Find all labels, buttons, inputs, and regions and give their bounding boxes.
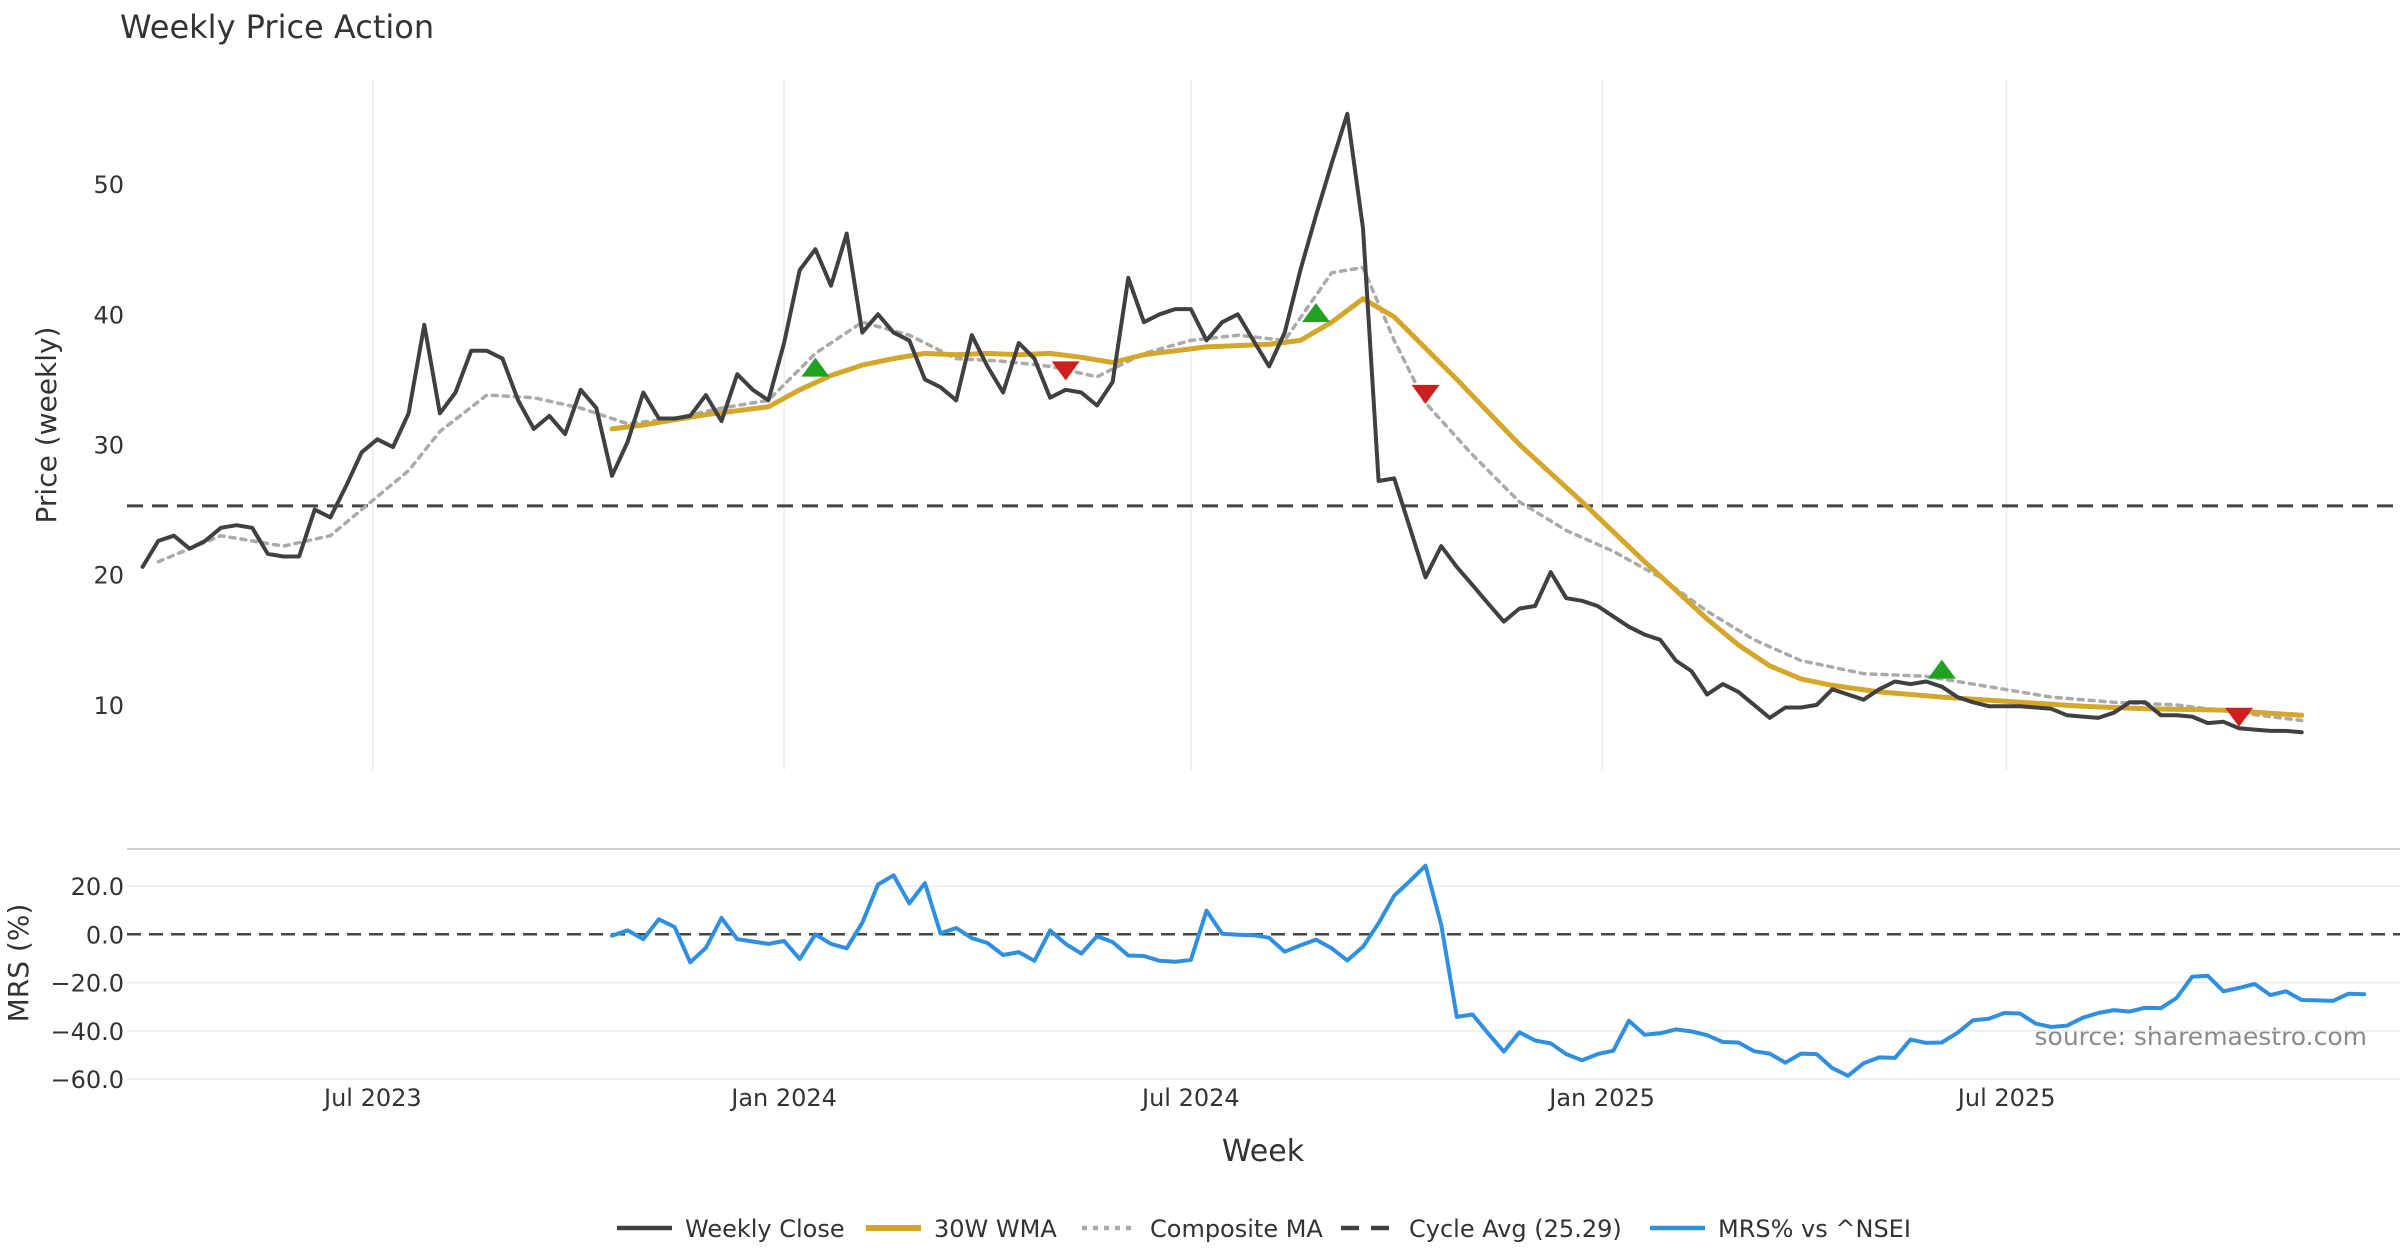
mrs-plot — [127, 863, 2400, 1078]
legend-label: 30W WMA — [934, 1215, 1057, 1243]
mrs-y-tick-label: −60.0 — [50, 1066, 124, 1094]
legend: Weekly Close 30W WMA Composite MA Cycle Avg… — [617, 1215, 1911, 1243]
price-y-tick-label: 40 — [93, 301, 124, 329]
sell-signal-marker — [2225, 707, 2254, 727]
composite-ma-line — [156, 265, 2304, 723]
mrs-y-tick-label: 20.0 — [71, 873, 124, 901]
mrs-y-tick-label: 0.0 — [86, 921, 124, 949]
x-tick-label: Jul 2023 — [322, 1084, 422, 1112]
buy-signal-marker — [1927, 659, 1956, 679]
source-note: source: sharemaestro.com — [2035, 1022, 2368, 1051]
x-tick-label: Jul 2025 — [1956, 1084, 2056, 1112]
price-grid: 10 20 30 40 50 — [93, 80, 2008, 770]
legend-label: Cycle Avg (25.29) — [1409, 1215, 1622, 1243]
mrs-y-tick-label: −20.0 — [50, 970, 124, 998]
sell-signal-marker — [1051, 361, 1080, 381]
price-y-tick-label: 20 — [93, 562, 124, 590]
sell-signal-marker — [1411, 384, 1440, 404]
price-y-tick-label: 50 — [93, 171, 124, 199]
x-tick-label: Jul 2024 — [1140, 1084, 1240, 1112]
weekly-close-line — [140, 111, 2304, 735]
chart-title: Weekly Price Action — [120, 8, 434, 46]
x-axis-label: Week — [1222, 1134, 1305, 1169]
x-tick-label: Jan 2024 — [729, 1084, 837, 1112]
price-plot — [127, 111, 2400, 735]
legend-label: MRS% vs ^NSEI — [1718, 1215, 1911, 1243]
price-axis-label: Price (weekly) — [30, 327, 63, 524]
legend-label: Composite MA — [1150, 1215, 1323, 1243]
x-axis-ticks: Jul 2023 Jan 2024 Jul 2024 Jan 2025 Jul 2025 — [322, 1084, 2055, 1112]
buy-signal-marker — [1302, 302, 1331, 322]
buy-signal-marker — [801, 357, 830, 377]
mrs-grid: 20.0 0.0 −20.0 −40.0 −60.0 — [50, 873, 2400, 1094]
price-y-tick-label: 10 — [93, 692, 124, 720]
mrs-line — [610, 863, 2367, 1078]
x-tick-label: Jan 2025 — [1547, 1084, 1655, 1112]
price-y-tick-label: 30 — [93, 432, 124, 460]
wma-30w-line — [609, 296, 2305, 718]
mrs-axis-label: MRS (%) — [2, 904, 35, 1023]
mrs-y-tick-label: −40.0 — [50, 1018, 124, 1046]
legend-label: Weekly Close — [685, 1215, 845, 1243]
